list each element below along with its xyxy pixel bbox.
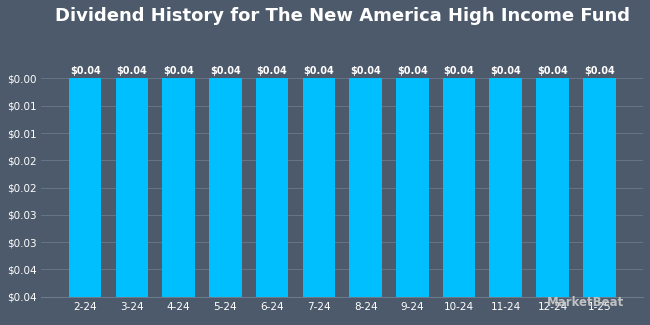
Text: $0.04: $0.04	[163, 66, 194, 76]
Text: $0.04: $0.04	[350, 66, 381, 76]
Bar	[489, 78, 522, 297]
Text: $0.04: $0.04	[70, 66, 101, 76]
Bar	[209, 78, 242, 297]
Text: $0.04: $0.04	[444, 66, 474, 76]
Bar	[536, 78, 569, 297]
Bar	[583, 78, 616, 297]
Bar	[69, 78, 101, 297]
Bar	[349, 78, 382, 297]
Text: $0.04: $0.04	[538, 66, 568, 76]
Text: $0.04: $0.04	[257, 66, 287, 76]
Title: Dividend History for The New America High Income Fund: Dividend History for The New America Hig…	[55, 7, 630, 25]
Text: $0.04: $0.04	[116, 66, 148, 76]
Bar	[162, 78, 195, 297]
Bar	[396, 78, 429, 297]
Text: MarketBeat: MarketBeat	[547, 296, 624, 309]
Bar	[443, 78, 475, 297]
Bar	[255, 78, 289, 297]
Bar	[302, 78, 335, 297]
Text: $0.04: $0.04	[304, 66, 334, 76]
Text: $0.04: $0.04	[584, 66, 615, 76]
Text: $0.04: $0.04	[491, 66, 521, 76]
Text: $0.04: $0.04	[210, 66, 240, 76]
Bar	[116, 78, 148, 297]
Text: $0.04: $0.04	[397, 66, 428, 76]
